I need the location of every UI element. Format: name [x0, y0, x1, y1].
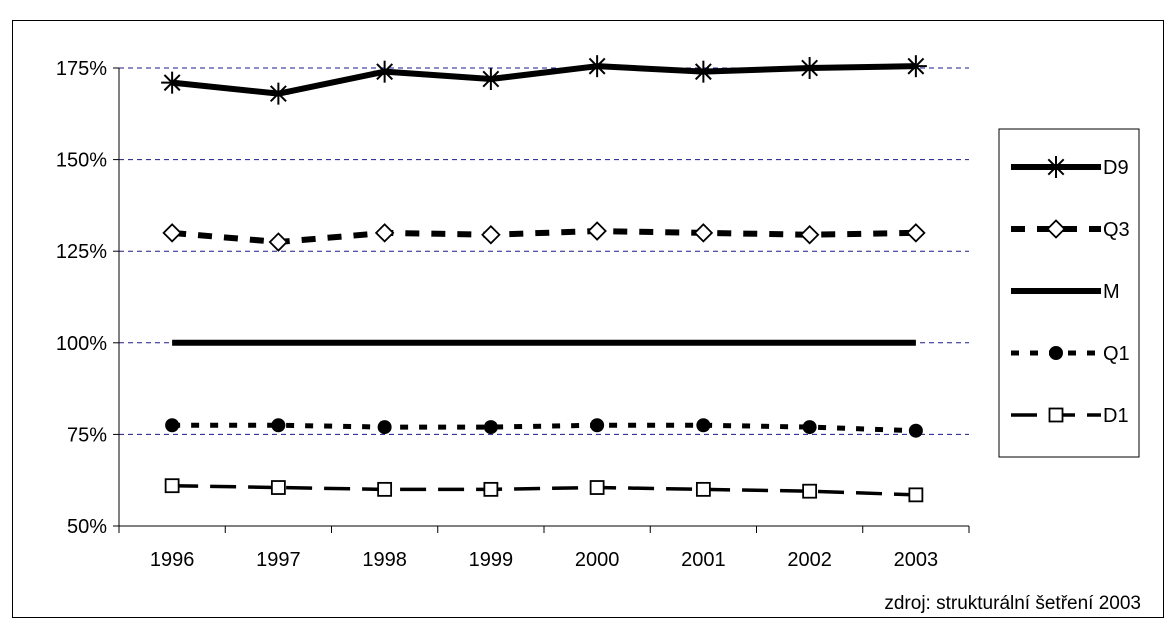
- data-point-q3: [374, 223, 395, 243]
- data-point-q3: [587, 221, 607, 241]
- x-tick-label: 1996: [150, 549, 195, 571]
- chart-frame: 50% 75% 100% 125% 150% 175% 1996 1997 1998 1999 20…: [12, 20, 1164, 618]
- series-line-d9: [171, 63, 916, 97]
- data-point-d1: [908, 487, 924, 503]
- legend-label-q1: Q1: [1103, 343, 1130, 365]
- legend-label-q3: Q3: [1103, 219, 1130, 241]
- data-point-q3: [799, 224, 820, 245]
- data-point-q1: [271, 418, 286, 433]
- data-point-d1: [802, 483, 818, 499]
- data-point-q1: [802, 420, 817, 435]
- data-point-q3: [268, 232, 289, 252]
- legend-label-m: M: [1103, 281, 1120, 303]
- source-note: zdroj: strukturální šetření 2003: [884, 593, 1141, 614]
- y-tick-label: 75%: [67, 424, 107, 446]
- data-point-d9: [161, 71, 184, 94]
- x-tick-label: 1999: [469, 549, 514, 571]
- series-line-q3: [171, 228, 916, 246]
- data-point-q3: [481, 224, 501, 245]
- data-point-d9: [267, 82, 290, 105]
- y-tick-label: 150%: [56, 150, 107, 172]
- data-point-q3: [906, 223, 926, 243]
- data-point-q1: [908, 423, 923, 438]
- axes: 50% 75% 100% 125% 150% 175% 1996 1997 1998 1999 20…: [56, 58, 970, 571]
- legend-marker-d9: [1045, 156, 1067, 178]
- data-point-q1: [483, 420, 498, 435]
- data-point-d9: [373, 60, 396, 83]
- line-chart: 50% 75% 100% 125% 150% 175% 1996 1997 1998 1999 20…: [56, 55, 1141, 614]
- x-tick-label: 2001: [681, 549, 726, 571]
- data-point-d1: [164, 478, 180, 494]
- data-point-d1: [695, 481, 711, 497]
- data-point-q3: [162, 223, 182, 243]
- y-tick-label: 175%: [56, 58, 107, 80]
- data-point-q1: [377, 420, 392, 435]
- x-tick-label: 1997: [256, 549, 301, 571]
- legend-label-d1: D1: [1103, 405, 1129, 427]
- data-point-d1: [483, 481, 499, 497]
- data-point-d9: [692, 60, 715, 83]
- data-point-d1: [589, 480, 605, 495]
- legend-marker-q1: [1049, 346, 1063, 360]
- legend-label-d9: D9: [1103, 157, 1129, 179]
- data-point-d9: [798, 57, 821, 79]
- x-tick-label: 2000: [575, 549, 620, 571]
- data-point-d1: [270, 480, 286, 495]
- x-tick-label: 1998: [362, 549, 407, 571]
- data-point-d9: [586, 55, 609, 78]
- grid-lines: [119, 67, 969, 435]
- data-point-d9: [479, 67, 502, 90]
- data-point-d9: [904, 55, 927, 78]
- y-tick-label: 50%: [67, 516, 107, 538]
- data-point-q1: [590, 418, 605, 433]
- y-tick-label: 100%: [56, 333, 107, 355]
- y-tick-label: 125%: [56, 241, 107, 263]
- x-tick-label: 2002: [787, 549, 832, 571]
- legend-marker-d1: [1048, 407, 1064, 423]
- x-tick-label: 2003: [894, 549, 939, 571]
- series-lines: [161, 55, 927, 503]
- legend: D9 Q3 M Q1 D1: [998, 128, 1140, 458]
- data-point-d1: [377, 481, 393, 497]
- data-point-q1: [165, 418, 180, 433]
- legend-marker-q3: [1046, 219, 1066, 239]
- data-point-q1: [696, 418, 711, 433]
- series-line-d1: [172, 483, 916, 497]
- data-point-q3: [693, 223, 714, 243]
